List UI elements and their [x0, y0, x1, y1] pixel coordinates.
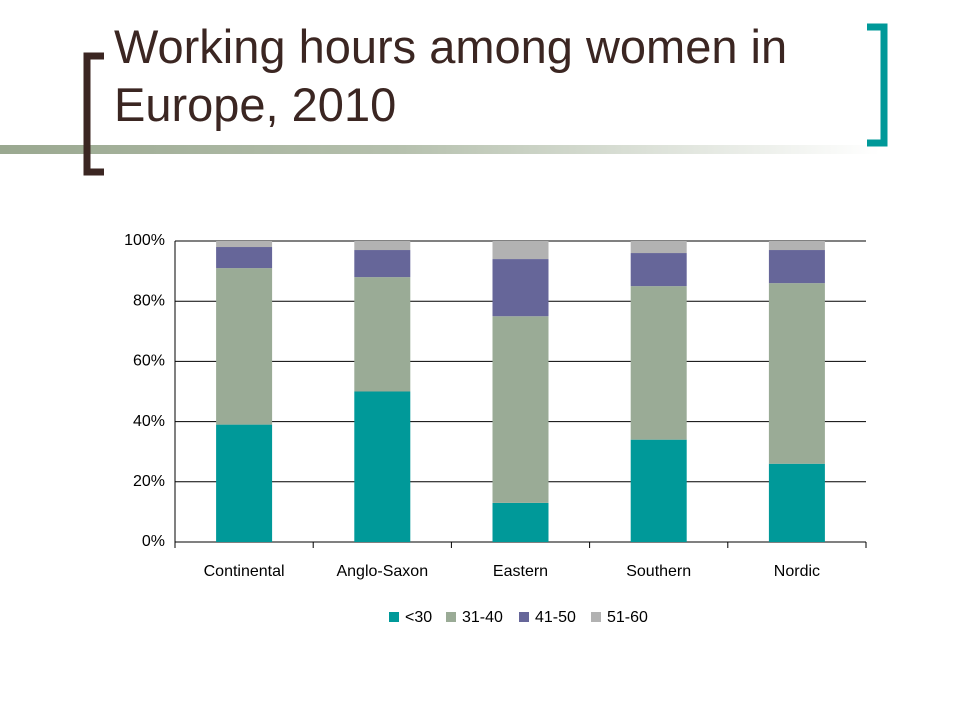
- bar-segment: [768, 250, 825, 284]
- left-bracket: [83, 52, 104, 176]
- y-tick-label: 20%: [133, 473, 165, 490]
- bar-segment: [630, 241, 687, 254]
- x-tick-label: Nordic: [774, 563, 820, 580]
- bar-segment: [216, 424, 273, 542]
- legend-swatch: [519, 612, 529, 622]
- x-tick-label: Southern: [626, 563, 691, 580]
- legend-swatch: [389, 612, 399, 622]
- y-tick-label: 40%: [133, 413, 165, 430]
- bar-segment: [768, 463, 825, 542]
- bar-segment: [492, 502, 549, 542]
- bar-segment: [216, 268, 273, 425]
- bar-segment: [492, 316, 549, 503]
- bar-segment: [354, 277, 411, 392]
- x-tick-label: Anglo-Saxon: [336, 563, 428, 580]
- bar-segment: [768, 241, 825, 251]
- bar-segment: [354, 391, 411, 542]
- bar-segment: [768, 283, 825, 464]
- bar-segment: [492, 259, 549, 317]
- y-tick-label: 80%: [133, 292, 165, 309]
- bar-segment: [492, 241, 549, 260]
- legend-label: 31-40: [462, 609, 503, 626]
- y-tick-label: 60%: [133, 353, 165, 370]
- legend-swatch: [446, 612, 456, 622]
- legend-label: <30: [405, 609, 432, 626]
- x-tick-label: Continental: [204, 563, 285, 580]
- y-tick-label: 100%: [124, 232, 165, 249]
- bar-segment: [630, 253, 687, 287]
- y-tick-label: 0%: [142, 533, 165, 550]
- bar-segment: [354, 241, 411, 251]
- right-bracket: [867, 23, 888, 147]
- x-tick-label: Eastern: [493, 563, 548, 580]
- bar-segment: [216, 241, 273, 248]
- title: Working hours among women in Europe, 201…: [114, 20, 788, 131]
- bar-segment: [630, 439, 687, 542]
- legend-label: 41-50: [535, 609, 576, 626]
- rule: [0, 145, 880, 154]
- bar-segment: [354, 250, 411, 278]
- bar-segment: [630, 286, 687, 440]
- legend-label: 51-60: [607, 609, 648, 626]
- bar-segment: [216, 247, 273, 269]
- legend-swatch: [591, 612, 601, 622]
